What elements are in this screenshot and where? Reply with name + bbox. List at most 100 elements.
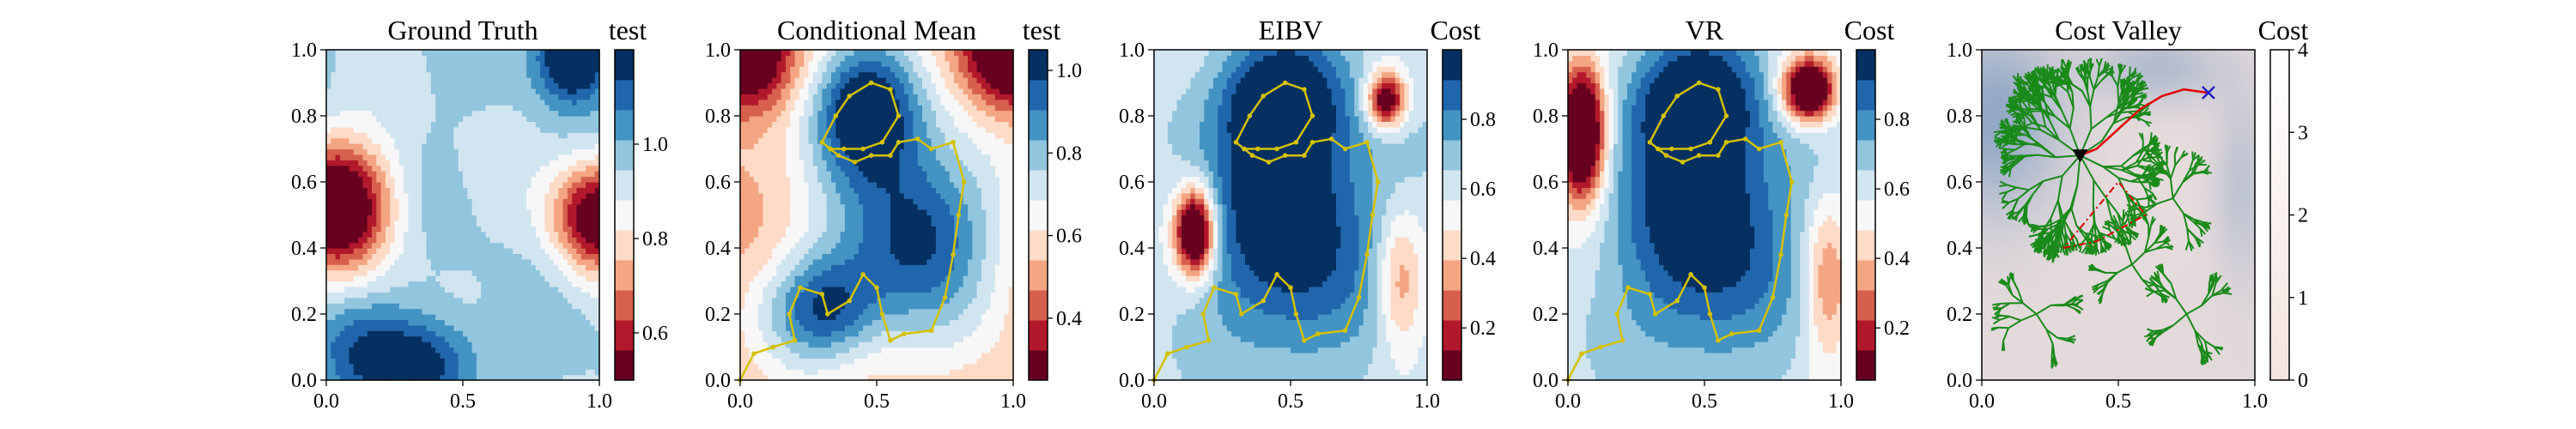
heatmap-cell	[353, 358, 359, 365]
heatmap-cell	[417, 303, 422, 310]
heatmap-cell	[772, 171, 777, 178]
heatmap-cell	[398, 352, 404, 359]
heatmap-cell	[331, 242, 337, 249]
heatmap-cell	[499, 242, 505, 249]
heatmap-cell	[526, 209, 532, 216]
heatmap-cell	[812, 132, 818, 139]
heatmap-cell	[344, 258, 350, 265]
heatmap-cell	[412, 126, 418, 133]
heatmap-cell	[408, 248, 414, 255]
heatmap-cell	[590, 88, 596, 94]
heatmap-cell	[758, 297, 764, 304]
heatmap-cell	[412, 176, 418, 183]
heatmap-cell	[485, 324, 491, 331]
heatmap-cell	[835, 374, 841, 381]
heatmap-cell	[390, 303, 396, 310]
heatmap-cell	[390, 275, 396, 282]
heatmap-cell	[372, 126, 377, 133]
heatmap-cell	[804, 55, 810, 62]
heatmap-cell	[572, 105, 578, 112]
heatmap-cell	[594, 105, 600, 112]
heatmap-cell	[385, 264, 391, 271]
heatmap-cell	[458, 324, 464, 331]
heatmap-cell	[804, 324, 810, 331]
heatmap-cell	[430, 308, 436, 315]
heatmap-cell	[335, 77, 341, 84]
heatmap-cell	[531, 126, 537, 133]
heatmap-cell	[412, 171, 418, 178]
heatmap-cell	[576, 154, 582, 160]
heatmap-cell	[808, 303, 814, 310]
heatmap-cell	[331, 137, 337, 144]
heatmap-cell	[503, 99, 509, 106]
heatmap-cell	[781, 71, 787, 78]
heatmap-cell	[426, 352, 432, 359]
heatmap-cell	[513, 248, 519, 255]
heatmap-cell	[794, 154, 800, 160]
heatmap-cell	[471, 358, 477, 365]
heatmap-cell	[353, 148, 359, 155]
heatmap-cell	[758, 281, 764, 287]
heatmap-cell	[335, 132, 341, 139]
heatmap-cell	[781, 148, 787, 155]
heatmap-cell	[749, 182, 755, 189]
heatmap-cell	[467, 187, 473, 194]
heatmap-cell	[499, 308, 505, 315]
heatmap-cell	[544, 154, 550, 160]
heatmap-cell	[404, 88, 409, 94]
heatmap-cell	[799, 248, 805, 255]
heatmap-cell	[372, 275, 377, 282]
heatmap-cell	[476, 374, 482, 381]
heatmap-cell	[467, 110, 473, 117]
heatmap-cell	[781, 110, 787, 117]
heatmap-cell	[444, 258, 450, 265]
heatmap-cell	[426, 154, 432, 160]
heatmap-cell	[812, 82, 818, 89]
heatmap-cell	[544, 237, 550, 244]
heatmap-cell	[812, 110, 818, 117]
heatmap-cell	[549, 347, 555, 353]
heatmap-cell	[372, 154, 377, 160]
heatmap-cell	[580, 358, 586, 365]
heatmap-cell	[422, 182, 428, 189]
heatmap-cell	[835, 203, 841, 210]
heatmap-cell	[453, 187, 459, 194]
heatmap-cell	[576, 303, 582, 310]
heatmap-cell	[526, 308, 532, 315]
heatmap-cell	[344, 264, 350, 271]
heatmap-cell	[453, 126, 459, 133]
heatmap-cell	[444, 319, 450, 326]
heatmap-cell	[508, 160, 513, 166]
heatmap-cell	[422, 237, 428, 244]
heatmap-cell	[430, 363, 436, 370]
heatmap-cell	[404, 258, 409, 265]
heatmap-cell	[521, 182, 527, 189]
heatmap-cell	[417, 258, 422, 265]
heatmap-cell	[540, 264, 545, 271]
heatmap-cell	[380, 292, 386, 299]
heatmap-cell	[499, 182, 505, 189]
heatmap-cell	[476, 220, 482, 227]
heatmap-cell	[576, 275, 582, 282]
heatmap-cell	[344, 110, 350, 117]
heatmap-cell	[358, 148, 363, 155]
heatmap-cell	[412, 242, 418, 249]
heatmap-cell	[385, 82, 391, 89]
heatmap-cell	[786, 198, 791, 205]
heatmap-cell	[326, 50, 331, 57]
heatmap-cell	[562, 192, 568, 199]
heatmap-cell	[521, 66, 527, 73]
heatmap-cell	[558, 363, 564, 370]
heatmap-cell	[349, 126, 355, 133]
colorbar-tick-label: 0.8	[642, 228, 668, 251]
heatmap-cell	[517, 132, 523, 139]
heatmap-cell	[481, 242, 487, 249]
heatmap-cell	[776, 358, 782, 365]
heatmap-cell	[358, 286, 363, 293]
heatmap-cell	[526, 60, 532, 67]
heatmap-cell	[503, 50, 509, 57]
heatmap-cell	[799, 303, 805, 310]
heatmap-cell	[786, 220, 791, 227]
heatmap-cell	[572, 308, 578, 315]
heatmap-cell	[394, 148, 400, 155]
